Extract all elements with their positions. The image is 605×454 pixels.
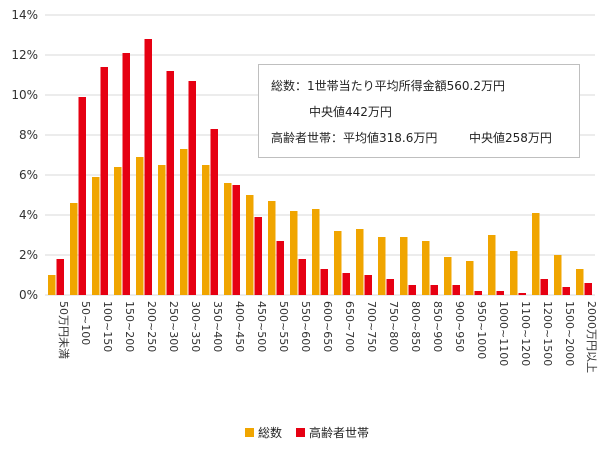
bar-total [70, 203, 78, 295]
x-category-label: 100~150 [101, 301, 114, 352]
x-category-label: 50万円未満 [57, 301, 70, 359]
bar-total [510, 251, 518, 295]
bar-elderly [100, 67, 108, 295]
x-category-label: 700~750 [365, 301, 378, 352]
x-category-label: 250~300 [167, 301, 180, 352]
x-category-label: 350~400 [211, 301, 224, 352]
y-tick-label: 2% [19, 248, 38, 262]
legend-swatch-elderly [296, 428, 306, 437]
x-category-label: 1100~1200 [519, 301, 532, 366]
bar-total [334, 231, 342, 295]
annotation-line-1: 総数：1世帯当たり平均所得金額560.2万円 [271, 79, 505, 93]
annotation-line-3a: 高齢者世帯：平均値318.6万円 [271, 131, 438, 145]
bar-elderly [78, 97, 86, 295]
x-category-label: 800~850 [409, 301, 422, 352]
bar-total [202, 165, 210, 295]
bar-elderly [166, 71, 174, 295]
bar-total [158, 165, 166, 295]
bar-total [554, 255, 562, 295]
bar-total [422, 241, 430, 295]
bar-elderly [320, 269, 328, 295]
legend: 総数 高齢者世帯 [245, 424, 369, 441]
bar-total [224, 183, 232, 295]
x-category-label: 950~1000 [475, 301, 488, 359]
legend-label-elderly: 高齢者世帯 [309, 426, 370, 440]
bar-total [114, 167, 122, 295]
x-category-label: 900~950 [453, 301, 466, 352]
x-category-label: 150~200 [123, 301, 136, 352]
bar-total [356, 229, 364, 295]
bar-elderly [496, 291, 504, 295]
bar-elderly [56, 259, 64, 295]
x-category-label: 850~900 [431, 301, 444, 352]
bar-total [576, 269, 584, 295]
bar-elderly [364, 275, 372, 295]
y-tick-label: 0% [19, 288, 38, 302]
bar-total [246, 195, 254, 295]
bar-elderly [386, 279, 394, 295]
x-category-label: 650~700 [343, 301, 356, 352]
legend-swatch-total [245, 428, 254, 437]
y-tick-label: 10% [11, 88, 38, 102]
annotation-box: 総数：1世帯当たり平均所得金額560.2万円 中央値442万円 高齢者世帯：平均… [258, 64, 580, 158]
bar-elderly [518, 293, 526, 295]
x-category-label: 750~800 [387, 301, 400, 352]
x-category-label: 1000~1100 [497, 301, 510, 366]
y-tick-label: 14% [11, 8, 38, 22]
x-category-label: 600~650 [321, 301, 334, 352]
bar-elderly [210, 129, 218, 295]
x-category-label: 300~350 [189, 301, 202, 352]
bar-total [466, 261, 474, 295]
annotation-line-3b: 中央値258万円 [469, 131, 552, 145]
x-category-label: 1500~2000 [563, 301, 576, 366]
bar-total [488, 235, 496, 295]
x-category-label: 550~600 [299, 301, 312, 352]
legend-item-total: 総数 [245, 424, 282, 441]
bar-total [268, 201, 276, 295]
bar-total [290, 211, 298, 295]
bar-total [312, 209, 320, 295]
bar-elderly [584, 283, 592, 295]
bar-elderly [254, 217, 262, 295]
bar-elderly [298, 259, 306, 295]
bar-elderly [276, 241, 284, 295]
x-category-label: 50~100 [79, 301, 92, 345]
y-tick-label: 6% [19, 168, 38, 182]
bar-total [532, 213, 540, 295]
y-tick-label: 12% [11, 48, 38, 62]
y-tick-label: 4% [19, 208, 38, 222]
bar-elderly [474, 291, 482, 295]
x-category-label: 1200~1500 [541, 301, 554, 366]
bar-elderly [430, 285, 438, 295]
bar-total [444, 257, 452, 295]
bar-elderly [408, 285, 416, 295]
x-category-label: 2000万円以上 [585, 301, 598, 373]
x-category-label: 200~250 [145, 301, 158, 352]
annotation-line-2: 中央値442万円 [309, 105, 392, 119]
legend-item-elderly: 高齢者世帯 [296, 424, 369, 441]
x-category-label: 400~450 [233, 301, 246, 352]
bar-elderly [452, 285, 460, 295]
legend-label-total: 総数 [258, 426, 283, 440]
bars [48, 39, 592, 295]
bar-elderly [232, 185, 240, 295]
y-axis-ticks: 0% 2% 4% 6% 8% 10% 12% 14% [11, 8, 38, 302]
x-category-label: 450~500 [255, 301, 268, 352]
bar-elderly [188, 81, 196, 295]
y-tick-label: 8% [19, 128, 38, 142]
bar-total [180, 149, 188, 295]
bar-total [400, 237, 408, 295]
x-axis-labels: 50万円未満 50~100 100~150 150~200 200~250 250~300… [57, 301, 598, 373]
bar-total [378, 237, 386, 295]
bar-elderly [540, 279, 548, 295]
x-category-label: 500~550 [277, 301, 290, 352]
bar-elderly [562, 287, 570, 295]
bar-total [48, 275, 56, 295]
bar-total [92, 177, 100, 295]
bar-elderly [144, 39, 152, 295]
bar-elderly [122, 53, 130, 295]
bar-elderly [342, 273, 350, 295]
bar-total [136, 157, 144, 295]
